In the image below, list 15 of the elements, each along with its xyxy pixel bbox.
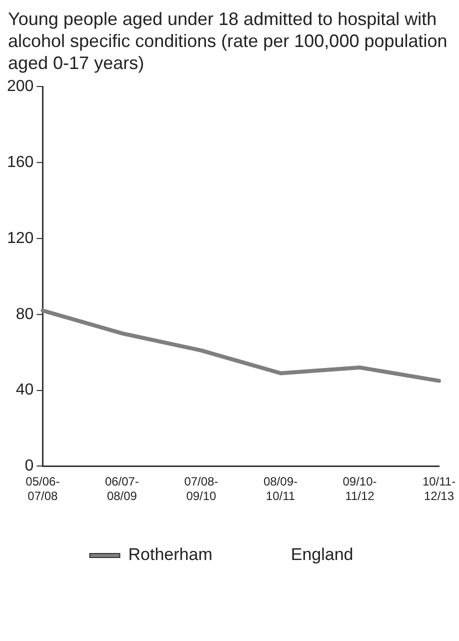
x-tick-label: 09/10- 11/12 — [342, 474, 377, 504]
x-tick-label: 06/07- 08/09 — [104, 474, 139, 504]
y-tick-label: 200 — [6, 78, 34, 96]
x-tick-label: 07/08- 09/10 — [184, 474, 218, 504]
x-tick-label: 10/11- 12/13 — [422, 474, 456, 504]
chart-title: Young people aged under 18 admitted to hospital with alcohol specific conditions (rate per 100,000 population aged 0-17 years) — [7, 8, 448, 74]
y-tick-label: 0 — [24, 458, 34, 475]
y-tick-label: 40 — [16, 382, 34, 399]
legend-label: Rotherham — [128, 545, 212, 564]
x-tick-label: 05/06- 07/08 — [26, 474, 60, 504]
y-tick-label: 120 — [6, 230, 34, 247]
y-tick-label: 80 — [16, 306, 34, 323]
text: England — [290, 545, 354, 564]
y-tick-label: 160 — [6, 154, 34, 171]
x-tick-label: 08/09- 10/11 — [263, 474, 298, 504]
